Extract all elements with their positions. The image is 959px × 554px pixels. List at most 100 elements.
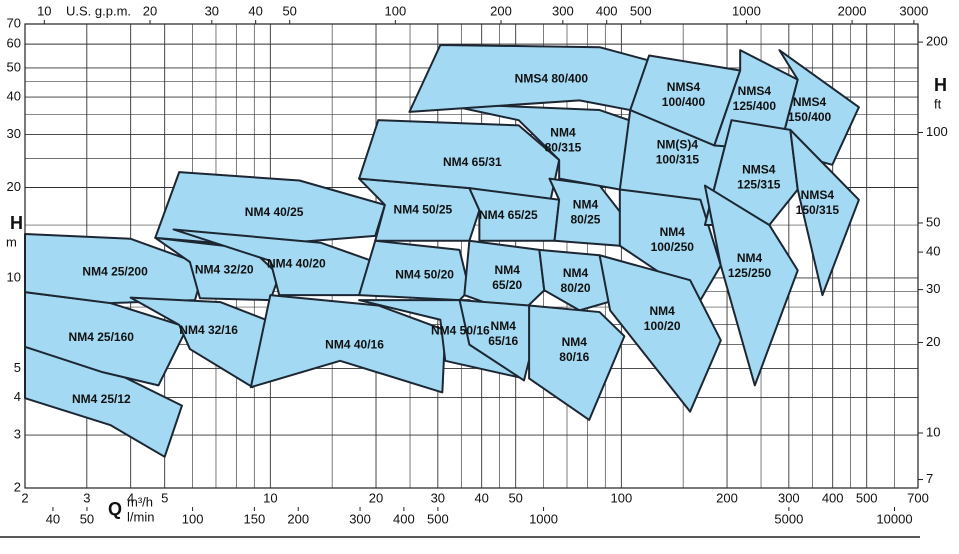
x-tick-label: 400 [822,490,844,505]
y-axis-label: H [10,213,23,233]
top-tick-label: 30 [205,3,219,18]
pump-label: NM4 25/160 [69,330,135,344]
pump-label: 80/315 [545,141,582,155]
pump-label: NM4 [495,263,521,277]
pump-range [789,128,860,297]
pump-label: 125/400 [733,99,777,113]
y2-axis-label: H [934,75,947,95]
y2-tick-label: 200 [926,34,948,49]
pump-label: NM4 [491,319,517,333]
pump-label: NM4 [550,126,576,140]
y-tick-label: 70 [7,15,21,30]
pump-label: NM4 [660,225,686,239]
pump-label: NM4 50/25 [394,203,453,217]
top-tick-label: 200 [490,3,512,18]
x-tick-label: 200 [716,490,738,505]
plot-frame [24,23,919,489]
pump-label: NM4 40/16 [325,337,384,351]
x-axis-unit: m³/h [127,494,153,509]
x-tick-label: 50 [508,490,522,505]
y-tick-label: 30 [7,126,21,141]
pump-range [538,248,617,312]
top-tick-label: 300 [552,3,574,18]
pump-label: NM4 25/200 [82,264,148,278]
pump-label: 65/20 [492,278,522,292]
x2-tick-label: 40 [46,511,60,526]
x-tick-label: 100 [611,490,633,505]
y-axis-unit: m [6,234,17,249]
pump-label: NMS4 [667,80,701,94]
y2-tick-label: 30 [926,281,940,296]
pump-label: 100/315 [656,152,700,166]
labels: 2 3 4 5 10 20 30 40 50 100 200 300 400 500 700 2 3 4 5 10 20… [7,3,948,526]
pump-label: NM4 [737,251,763,265]
pump-range [154,171,386,247]
pump-label: NM4 50/16 [431,324,490,338]
x-tick-label: 500 [856,490,878,505]
x2-tick-label: 300 [349,511,371,526]
pump-label: 125/250 [728,266,772,280]
y-tick-label: 4 [14,389,21,404]
pump-label: NMS4 [738,84,772,98]
pump-label: NM4 32/20 [195,263,254,277]
pump-label: 125/315 [737,178,781,192]
top-tick-label: 1000 [732,3,761,18]
x-tick-label: 4 [127,490,134,505]
pump-label: NM4 32/16 [179,323,238,337]
x-tick-label: 10 [263,490,277,505]
x2-tick-label: 200 [287,511,309,526]
y2-tick-label: 50 [926,214,940,229]
top-tick-label: 400 [596,3,618,18]
top-tick-label: 50 [282,3,296,18]
y-tick-label: 50 [7,59,21,74]
pump-range [618,188,722,302]
x2-tick-label: 5000 [774,511,803,526]
pump-range [463,239,546,316]
y2-tick-label: 10 [926,424,940,439]
pump-label: NM4 [563,266,589,280]
pump-label: 65/16 [488,334,518,348]
x-axis-label: Q [108,499,122,519]
pump-label: NM4 40/20 [267,256,326,270]
y-tick-label: 60 [7,36,21,51]
y2-tick-label: 7 [926,471,933,486]
y2-tick-label: 100 [926,124,948,139]
pump-label: NM4 [573,197,599,211]
pump-label: 80/25 [570,212,600,226]
x-tick-label: 3 [83,490,90,505]
x-tick-label: 40 [474,490,488,505]
pump-label: NM4 40/25 [245,205,304,219]
pump-label: NMS4 [742,163,776,177]
pump-label: NMS4 [801,188,835,202]
pump-range [468,187,561,242]
x2-tick-label: 1000 [529,511,558,526]
y-tick-label: 40 [7,88,21,103]
pump-label: NM4 [649,304,675,318]
pump-label: NM4 [562,335,588,349]
pump-label: 150/315 [796,203,840,217]
pump-label: NMS4 80/400 [515,71,589,85]
pump-label: 150/400 [788,110,832,124]
top-tick-label: 10 [37,3,51,18]
regions [24,43,860,458]
y-tick-label: 10 [7,269,21,284]
pump-label: 100/20 [644,319,681,333]
x2-tick-label: 400 [393,511,415,526]
y2-tick-label: 40 [926,244,940,259]
x-tick-label: 700 [907,490,929,505]
x-tick-label: 2 [21,490,28,505]
pump-range [703,184,799,387]
pump-range [439,102,645,191]
y2-axis-unit: ft [934,96,942,111]
pump-label: NM4 25/12 [72,392,131,406]
pump-range [598,254,722,413]
x2-axis-unit: l/min [127,509,154,524]
x2-tick-label: 50 [80,511,94,526]
y-tick-label: 2 [14,479,21,494]
y-tick-label: 20 [7,179,21,194]
top-axis-unit: U.S. g.p.m. [66,3,131,18]
pump-label: NM4 50/20 [395,267,454,281]
top-tick-label: 3000 [899,3,928,18]
top-tick-label: 40 [248,3,262,18]
x2-tick-label: 150 [244,511,266,526]
